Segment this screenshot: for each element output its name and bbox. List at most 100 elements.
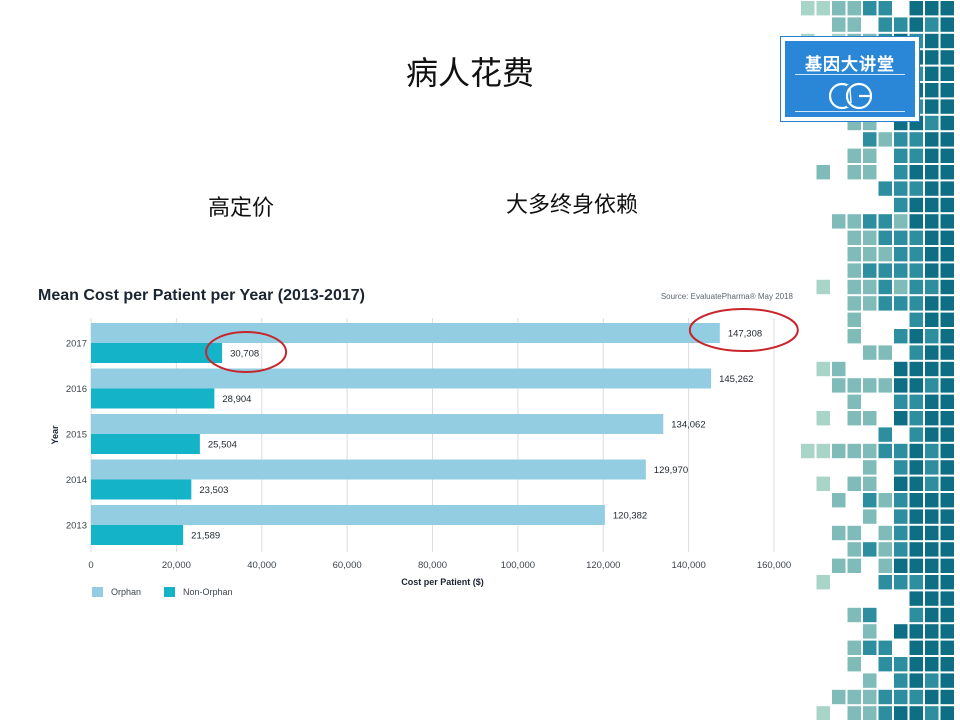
- value-label: 120,382: [613, 511, 647, 522]
- mosaic-tile: [940, 1, 954, 16]
- mosaic-tile: [925, 66, 939, 81]
- mosaic-tile: [832, 1, 846, 16]
- logo-rule-bottom: [795, 111, 905, 112]
- mosaic-tile: [894, 493, 908, 508]
- mosaic-tile: [816, 279, 830, 295]
- value-label: 21,589: [191, 531, 220, 542]
- mosaic-tile: [909, 279, 923, 295]
- mosaic-tile: [863, 493, 877, 508]
- mosaic-tile: [925, 148, 939, 163]
- bar-non-orphan: [91, 525, 184, 545]
- mosaic-tile: [925, 1, 939, 16]
- mosaic-tile: [909, 427, 923, 442]
- mosaic-tile: [801, 1, 815, 16]
- mosaic-tile: [909, 558, 923, 573]
- mosaic-tile: [940, 296, 954, 311]
- mosaic-tile: [925, 83, 939, 98]
- mosaic-tile: [878, 296, 892, 311]
- mosaic-tile: [940, 17, 954, 32]
- mosaic-tile: [878, 575, 892, 590]
- bar-orphan: [91, 368, 712, 389]
- mosaic-tile: [847, 17, 861, 32]
- mosaic-tile: [894, 165, 908, 180]
- mosaic-tile: [925, 312, 939, 327]
- bar-non-orphan: [91, 388, 215, 409]
- mosaic-tile: [940, 476, 954, 491]
- mosaic-tile: [940, 542, 954, 557]
- mosaic-tile: [940, 509, 954, 524]
- mosaic-tile: [925, 460, 939, 475]
- mosaic-tile: [847, 657, 861, 672]
- mosaic-tile: [925, 345, 939, 360]
- mosaic-tile: [847, 558, 861, 573]
- x-tick-label: 140,000: [671, 560, 705, 571]
- mosaic-tile: [909, 476, 923, 491]
- value-label: 28,904: [222, 394, 251, 405]
- mosaic-tile: [940, 640, 954, 655]
- mosaic-tile: [894, 575, 908, 590]
- mosaic-tile: [847, 411, 861, 426]
- mosaic-tile: [894, 329, 908, 344]
- mosaic-tile: [925, 181, 939, 196]
- mosaic-tile: [863, 607, 877, 623]
- point-high-pricing: 高定价: [208, 196, 275, 221]
- mosaic-tile: [940, 427, 954, 442]
- mosaic-tile: [925, 230, 939, 245]
- mosaic-tile: [909, 394, 923, 409]
- mosaic-tile: [909, 361, 923, 377]
- mosaic-tile: [847, 378, 861, 393]
- mosaic-tile: [894, 361, 908, 377]
- mosaic-tile: [894, 673, 908, 688]
- mosaic-tile: [894, 689, 908, 705]
- mosaic-tile: [940, 657, 954, 672]
- mosaic-tile: [847, 1, 861, 16]
- y-tick-label: 2015: [66, 430, 87, 441]
- mosaic-tile: [816, 165, 830, 180]
- bar-orphan: [91, 505, 605, 525]
- x-tick-label: 80,000: [418, 560, 447, 571]
- mosaic-tile: [925, 607, 939, 623]
- x-tick-label: 120,000: [586, 560, 620, 571]
- mosaic-tile: [909, 411, 923, 426]
- mosaic-tile: [894, 460, 908, 475]
- mosaic-tile: [894, 263, 908, 278]
- bar-orphan: [91, 414, 664, 434]
- mosaic-tile: [925, 673, 939, 688]
- mosaic-tile: [894, 132, 908, 147]
- mosaic-tile: [894, 706, 908, 720]
- mosaic-tile: [925, 443, 939, 459]
- mosaic-tile: [909, 296, 923, 311]
- mosaic-tile: [847, 394, 861, 409]
- mosaic-tile: [940, 197, 954, 213]
- value-label: 25,504: [208, 440, 237, 451]
- mosaic-tile: [863, 296, 877, 311]
- x-tick-label: 20,000: [162, 560, 191, 571]
- mosaic-tile: [832, 214, 846, 229]
- mosaic-tile: [909, 591, 923, 606]
- mosaic-tile: [847, 443, 861, 459]
- mosaic-tile: [894, 247, 908, 262]
- chart-title: Mean Cost per Patient per Year (2013-201…: [38, 287, 365, 304]
- mosaic-tile: [940, 525, 954, 541]
- mosaic-tile: [940, 607, 954, 623]
- logo-panel: 基因大讲堂: [785, 41, 915, 117]
- mosaic-tile: [909, 197, 923, 213]
- mosaic-tile: [925, 17, 939, 32]
- mosaic-tile: [832, 17, 846, 32]
- mosaic-tile: [940, 706, 954, 720]
- y-tick-label: 2017: [66, 339, 87, 350]
- mosaic-tile: [925, 689, 939, 705]
- mosaic-tile: [925, 591, 939, 606]
- mosaic-tile: [940, 329, 954, 344]
- mosaic-tile: [863, 247, 877, 262]
- mosaic-tile: [909, 17, 923, 32]
- mosaic-tile: [940, 312, 954, 327]
- mosaic-tile: [925, 115, 939, 131]
- legend-swatch: [92, 587, 103, 597]
- mosaic-tile: [894, 525, 908, 541]
- mosaic-tile: [909, 329, 923, 344]
- mosaic-tile: [878, 181, 892, 196]
- mosaic-tile: [863, 476, 877, 491]
- mosaic-tile: [894, 394, 908, 409]
- mosaic-tile: [878, 493, 892, 508]
